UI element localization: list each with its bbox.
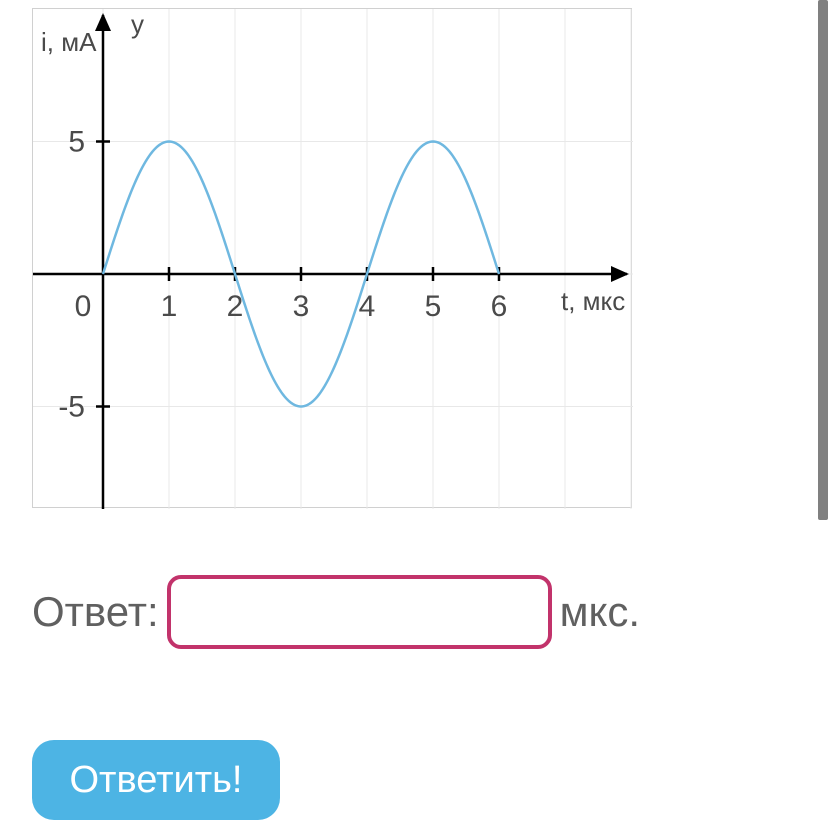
svg-text:0: 0 (75, 290, 92, 323)
chart-svg: 123456-550yi, мАt, мкс (33, 9, 633, 509)
svg-text:1: 1 (161, 290, 178, 323)
svg-text:t, мкс: t, мкс (561, 286, 625, 316)
svg-text:i, мА: i, мА (41, 27, 97, 57)
svg-text:5: 5 (425, 290, 442, 323)
svg-text:-5: -5 (58, 391, 85, 424)
svg-text:6: 6 (491, 290, 508, 323)
svg-text:3: 3 (293, 290, 310, 323)
answer-label: Ответ: (32, 588, 159, 636)
answer-row: Ответ: мкс. (32, 575, 640, 649)
scrollbar[interactable] (818, 0, 828, 520)
svg-text:5: 5 (68, 126, 85, 159)
answer-unit: мкс. (560, 588, 640, 636)
svg-text:y: y (131, 9, 144, 39)
submit-button[interactable]: Ответить! (32, 740, 280, 820)
answer-input[interactable] (167, 575, 552, 649)
oscillation-chart: 123456-550yi, мАt, мкс (32, 8, 632, 508)
